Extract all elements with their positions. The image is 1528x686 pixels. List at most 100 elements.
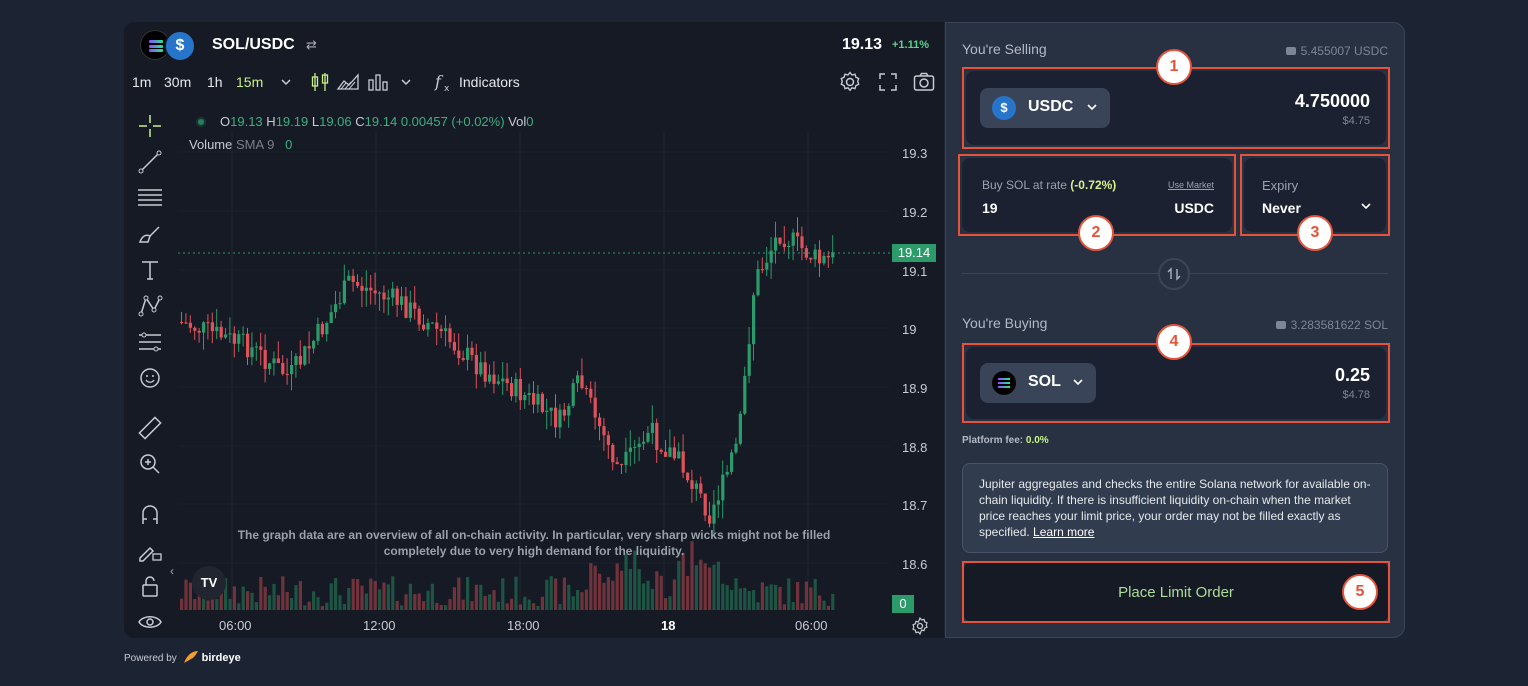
collapse-toolbar-icon[interactable]: ‹ xyxy=(170,564,174,578)
chart-type-chevron-down-icon[interactable] xyxy=(394,70,418,94)
candle-body xyxy=(813,249,817,260)
volume-bar xyxy=(650,588,654,610)
usdc-token-icon: $ xyxy=(992,96,1016,120)
timeframe-15m[interactable]: 15m xyxy=(236,74,264,90)
candle-body xyxy=(285,373,289,375)
rate-value-input[interactable]: 19 xyxy=(982,200,998,216)
buying-balance[interactable]: 3.283581622 SOL xyxy=(1275,318,1388,332)
volume-bar xyxy=(342,603,346,610)
bar-chart-icon[interactable] xyxy=(366,70,390,94)
volume-bar xyxy=(611,580,615,610)
tradingview-logo[interactable]: TV xyxy=(192,566,226,600)
timeframe-chevron-down-icon[interactable] xyxy=(274,70,298,94)
volume-bar xyxy=(734,578,738,610)
candle-body xyxy=(395,288,399,305)
candle-body xyxy=(461,358,465,360)
expiry-selector[interactable]: Expiry Never xyxy=(1244,158,1386,232)
candle-body xyxy=(650,422,654,433)
volume-bar xyxy=(536,605,540,610)
volume-bar xyxy=(206,600,210,610)
lock-drawings-icon[interactable] xyxy=(136,536,164,564)
volume-bar xyxy=(567,584,571,610)
swap-direction-button[interactable] xyxy=(1158,258,1190,290)
volume-legend: Volume SMA 9 0 xyxy=(189,137,293,152)
candle-body xyxy=(452,341,456,351)
fullscreen-icon[interactable] xyxy=(876,70,900,94)
ruler-icon[interactable] xyxy=(136,414,164,442)
volume-bar xyxy=(197,591,201,610)
axis-settings-gear-icon[interactable] xyxy=(910,616,930,636)
buying-amount-input[interactable]: 0.25 xyxy=(1334,365,1370,385)
timeframe-1m[interactable]: 1m xyxy=(132,74,152,90)
candle-body xyxy=(263,349,267,369)
visibility-eye-icon[interactable] xyxy=(136,608,164,636)
volume-bar xyxy=(818,595,822,610)
candle-body xyxy=(778,237,782,244)
volume-bar xyxy=(686,576,690,610)
candle-body xyxy=(272,358,276,364)
emoji-icon[interactable] xyxy=(136,364,164,392)
candle-body xyxy=(549,407,553,411)
screenshot-camera-icon[interactable] xyxy=(912,70,936,94)
volume-bar xyxy=(796,581,800,610)
candle-body xyxy=(804,248,808,258)
chart-settings-gear-icon[interactable] xyxy=(838,70,862,94)
place-limit-order-button[interactable]: Place Limit Order xyxy=(964,563,1388,621)
forecast-icon[interactable] xyxy=(136,328,164,356)
candlestick-icon[interactable] xyxy=(308,70,332,94)
fib-retracement-icon[interactable] xyxy=(136,184,164,212)
volume-bar xyxy=(646,580,650,610)
last-price-tag: 19.14 xyxy=(892,244,936,262)
timeframe-30m[interactable]: 30m xyxy=(164,74,192,90)
candle-body xyxy=(518,378,522,401)
expiry-value: Never xyxy=(1262,200,1301,216)
use-market-link[interactable]: Use Market xyxy=(1167,180,1214,190)
brush-icon[interactable] xyxy=(136,220,164,248)
candle-body xyxy=(259,346,263,350)
candle-body xyxy=(457,350,461,359)
crosshair-icon[interactable] xyxy=(136,112,164,140)
candle-body xyxy=(356,281,360,286)
volume-bar xyxy=(373,581,377,610)
wallet-icon xyxy=(1285,47,1296,55)
unlock-icon[interactable] xyxy=(136,572,164,600)
candle-body xyxy=(488,374,492,382)
swap-pair-icon[interactable]: ⇄ xyxy=(306,37,317,52)
selling-amount-input[interactable]: 4.750000 xyxy=(1294,91,1370,111)
volume-bar xyxy=(782,604,786,610)
volume-bar xyxy=(479,584,483,610)
zoom-in-icon[interactable] xyxy=(136,450,164,478)
magnet-icon[interactable] xyxy=(136,500,164,528)
selling-balance[interactable]: 5.455007 USDC xyxy=(1285,44,1388,58)
candle-body xyxy=(312,340,316,349)
candlestick-plot[interactable] xyxy=(178,132,890,610)
candle-body xyxy=(558,409,562,428)
area-chart-icon[interactable] xyxy=(336,70,360,94)
candle-body xyxy=(184,322,188,324)
candle-body xyxy=(677,451,681,459)
buying-token-selector[interactable]: SOL xyxy=(980,363,1096,403)
indicators-button[interactable]: Indicators xyxy=(459,74,520,90)
candle-body xyxy=(444,328,448,332)
trend-line-icon[interactable] xyxy=(136,148,164,176)
timeframe-1h[interactable]: 1h xyxy=(207,74,223,90)
candle-body xyxy=(514,378,518,397)
volume-bar xyxy=(386,584,390,610)
candle-body xyxy=(743,375,747,414)
volume-bar xyxy=(730,589,734,610)
volume-bar xyxy=(316,597,320,610)
candle-body xyxy=(716,500,720,505)
pattern-icon[interactable] xyxy=(136,292,164,320)
chart-disclaimer: The graph data are an overview of all on… xyxy=(237,528,831,558)
annotation-badge-4: 4 xyxy=(1156,324,1192,360)
candle-body xyxy=(532,393,536,405)
volume-bar xyxy=(470,601,474,610)
learn-more-link[interactable]: Learn more xyxy=(1033,525,1095,539)
pair-title[interactable]: SOL/USDC xyxy=(212,36,295,53)
selling-token-selector[interactable]: $ USDC xyxy=(980,88,1110,128)
candle-body xyxy=(210,322,214,332)
text-tool-icon[interactable] xyxy=(136,256,164,284)
birdeye-brand[interactable]: birdeye xyxy=(201,652,241,664)
candle-body xyxy=(730,452,734,472)
